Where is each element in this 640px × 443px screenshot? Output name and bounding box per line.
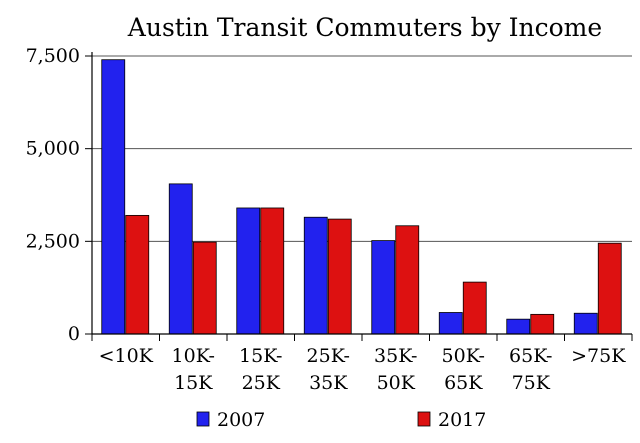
x-axis-ticks: <10K 10K- 15K 15K- 25K 25K- 35K 35K- 50K 50K- 65K 6… bbox=[91, 334, 633, 394]
y-axis-ticks: 0 2,500 5,000 7,500 bbox=[26, 45, 92, 345]
bar-2017 bbox=[260, 207, 285, 335]
legend-swatch-2017 bbox=[417, 411, 431, 427]
x-tick-label: 75K bbox=[512, 372, 551, 394]
legend-label-2007: 2007 bbox=[217, 409, 265, 431]
x-tick-label: 10K- bbox=[172, 345, 215, 367]
bar-2007 bbox=[438, 312, 463, 335]
y-tick-label: 5,000 bbox=[26, 138, 80, 160]
x-tick-label: 35K bbox=[309, 372, 348, 394]
x-tick-label: 25K bbox=[242, 372, 281, 394]
x-tick-label: 65K bbox=[444, 372, 483, 394]
bar-2007 bbox=[168, 183, 193, 335]
bar-2007 bbox=[573, 312, 598, 335]
bar-2017 bbox=[327, 218, 352, 335]
bar-2007 bbox=[303, 216, 328, 335]
legend-label-2017: 2017 bbox=[438, 409, 486, 431]
x-tick-label: 35K- bbox=[374, 345, 417, 367]
x-tick-label: 65K- bbox=[509, 345, 552, 367]
bar-2017 bbox=[125, 214, 150, 335]
y-tick-label: 2,500 bbox=[26, 230, 80, 252]
bars bbox=[101, 59, 622, 335]
bar-2017 bbox=[395, 225, 420, 335]
x-tick-label: >75K bbox=[571, 345, 626, 367]
x-tick-label: <10K bbox=[99, 345, 154, 367]
bar-2007 bbox=[506, 318, 531, 335]
x-tick-label: 50K bbox=[377, 372, 416, 394]
x-tick-label: 50K- bbox=[442, 345, 485, 367]
bar-2017 bbox=[192, 241, 217, 335]
bar-2007 bbox=[371, 240, 396, 335]
bar-2017 bbox=[462, 281, 487, 335]
x-tick-label: 15K- bbox=[239, 345, 282, 367]
legend-swatch-2007 bbox=[196, 411, 210, 427]
bar-2007 bbox=[101, 59, 126, 335]
y-tick-label: 7,500 bbox=[26, 45, 80, 67]
chart-title: Austin Transit Commuters by Income bbox=[127, 13, 602, 42]
y-tick-label: 0 bbox=[68, 323, 80, 345]
bar-2007 bbox=[236, 207, 261, 335]
x-tick-label: 25K- bbox=[307, 345, 350, 367]
bar-2017 bbox=[530, 313, 555, 335]
x-tick-label: 15K bbox=[174, 372, 213, 394]
bar-2017 bbox=[597, 242, 622, 335]
legend: 2007 2017 bbox=[196, 409, 486, 431]
